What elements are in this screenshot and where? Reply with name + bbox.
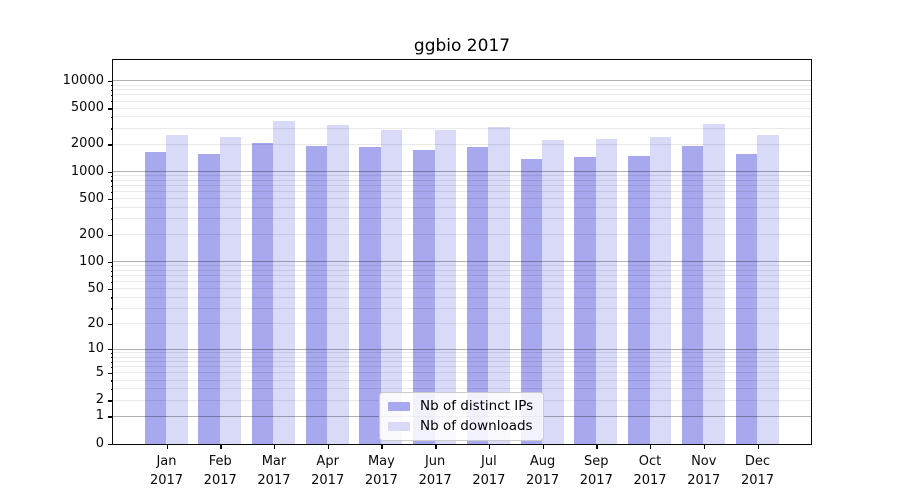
y-tick-label: 1 bbox=[95, 408, 104, 424]
y-tick-label: 10000 bbox=[62, 72, 104, 88]
y-tick-label: 2000 bbox=[70, 136, 104, 152]
bar-downloads bbox=[219, 136, 242, 444]
bar-downloads bbox=[166, 135, 188, 444]
x-tick-label: Nov 2017 bbox=[687, 453, 721, 488]
legend-item: Nb of downloads bbox=[388, 418, 533, 435]
bar-downloads bbox=[488, 127, 510, 444]
bar-downloads bbox=[595, 138, 618, 444]
legend: Nb of distinct IPs Nb of downloads bbox=[379, 392, 545, 441]
bar-downloads bbox=[434, 130, 457, 444]
y-tick-label: 20 bbox=[87, 315, 104, 331]
x-tick-label: Feb 2017 bbox=[203, 453, 237, 488]
x-tick-label: Jan 2017 bbox=[149, 453, 184, 488]
bar-distinct-ips bbox=[628, 156, 650, 444]
x-tick-mark bbox=[166, 444, 168, 449]
bar-distinct-ips bbox=[198, 154, 220, 444]
y-tick-label: 1000 bbox=[70, 163, 104, 179]
x-tick-mark bbox=[596, 444, 598, 449]
bar-distinct-ips bbox=[681, 145, 704, 444]
x-tick-mark bbox=[435, 444, 437, 449]
y-tick-label: 5 bbox=[95, 364, 104, 380]
bar-distinct-ips bbox=[305, 146, 328, 444]
bar-distinct-ips bbox=[413, 150, 435, 444]
legend-label: Nb of distinct IPs bbox=[420, 398, 534, 414]
bar-distinct-ips bbox=[520, 158, 543, 444]
x-tick-label: Apr 2017 bbox=[311, 453, 345, 488]
legend-swatch bbox=[388, 402, 410, 411]
x-tick-mark bbox=[650, 444, 652, 449]
x-tick-mark bbox=[327, 444, 330, 449]
plot-area bbox=[112, 59, 812, 445]
y-tick-label: 10 bbox=[87, 341, 104, 357]
x-tick-label: May 2017 bbox=[364, 453, 398, 488]
bar-downloads bbox=[380, 129, 403, 444]
bar-downloads bbox=[757, 134, 779, 444]
y-tick-label: 50 bbox=[87, 280, 104, 296]
x-tick-mark bbox=[703, 444, 706, 449]
bar-distinct-ips bbox=[251, 142, 274, 444]
y-tick-label: 500 bbox=[79, 190, 104, 206]
y-tick-label: 5000 bbox=[70, 100, 104, 116]
x-tick-label: Oct 2017 bbox=[633, 453, 667, 488]
bar-downloads bbox=[649, 136, 672, 444]
x-tick-mark bbox=[273, 444, 276, 449]
x-tick-label: Sep 2017 bbox=[579, 453, 613, 488]
x-tick-label: Jul 2017 bbox=[472, 453, 506, 488]
bar-downloads bbox=[542, 140, 564, 444]
legend-label: Nb of downloads bbox=[420, 418, 533, 434]
x-tick-mark bbox=[488, 444, 491, 449]
bar-distinct-ips bbox=[574, 157, 596, 444]
y-tick-label: 0 bbox=[95, 435, 104, 451]
bar-downloads bbox=[703, 123, 725, 444]
legend-item: Nb of distinct IPs bbox=[388, 398, 533, 415]
y-tick-label: 2 bbox=[95, 392, 104, 408]
bar-downloads bbox=[273, 120, 295, 444]
legend-swatch bbox=[388, 422, 410, 431]
x-tick-mark bbox=[220, 444, 222, 449]
y-tick-label: 100 bbox=[79, 253, 104, 269]
bar-distinct-ips bbox=[735, 153, 757, 444]
x-tick-mark bbox=[381, 444, 383, 449]
x-tick-mark bbox=[757, 444, 759, 449]
bars-layer bbox=[113, 60, 811, 444]
x-tick-label: Mar 2017 bbox=[257, 453, 291, 488]
x-tick-label: Dec 2017 bbox=[740, 453, 775, 488]
bar-distinct-ips bbox=[359, 147, 381, 444]
bar-downloads bbox=[327, 125, 349, 444]
x-tick-label: Jun 2017 bbox=[418, 453, 452, 488]
x-tick-label: Aug 2017 bbox=[526, 453, 560, 488]
chart-title: ggbio 2017 bbox=[413, 36, 511, 56]
bar-distinct-ips bbox=[466, 147, 489, 444]
x-tick-mark bbox=[542, 444, 544, 449]
y-tick-label: 200 bbox=[79, 226, 104, 242]
bar-distinct-ips bbox=[144, 151, 166, 444]
